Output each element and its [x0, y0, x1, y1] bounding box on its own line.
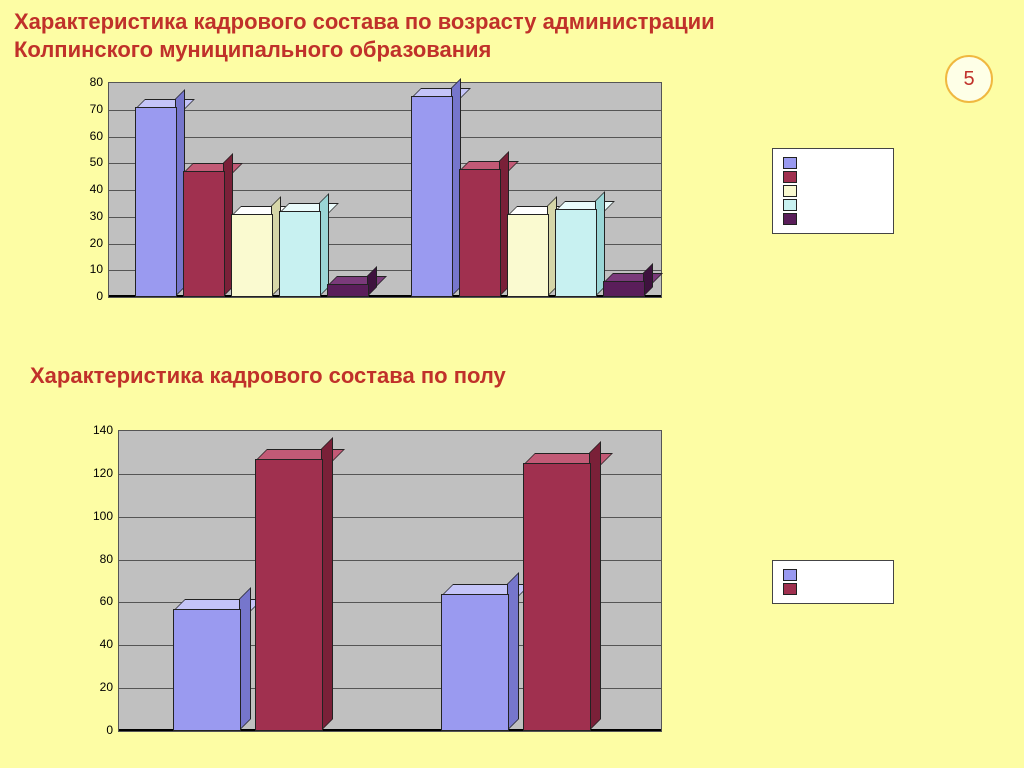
chart1-bar [555, 209, 597, 297]
chart1-legend-item [783, 171, 883, 183]
slide-number-badge: 5 [945, 55, 993, 103]
chart2-legend-item [783, 569, 883, 581]
chart2-ytick-label: 0 [71, 723, 113, 737]
chart2-title: Характеристика кадрового состава по полу [30, 362, 730, 390]
chart1-legend-swatch [783, 199, 797, 211]
chart2-legend-swatch [783, 569, 797, 581]
chart1-bar [183, 171, 225, 297]
chart1-ytick-label: 30 [67, 209, 103, 223]
chart1-bar [327, 284, 369, 297]
chart1-legend-swatch [783, 157, 797, 169]
chart1-legend-item [783, 213, 883, 225]
slide-number: 5 [963, 68, 974, 91]
chart2-bar [255, 459, 323, 731]
chart2-ytick-label: 20 [71, 680, 113, 694]
chart2-ytick-label: 140 [71, 423, 113, 437]
chart2-ytick-label: 80 [71, 552, 113, 566]
chart2-plot: 020406080100120140 [118, 430, 662, 732]
chart1-bar [459, 169, 501, 297]
chart2-ytick-label: 40 [71, 637, 113, 651]
chart1-legend-swatch [783, 185, 797, 197]
chart1-ytick-label: 40 [67, 182, 103, 196]
chart2-ytick-label: 100 [71, 509, 113, 523]
chart1-ytick-label: 80 [67, 75, 103, 89]
chart1-legend-swatch [783, 213, 797, 225]
chart2-ytick-label: 60 [71, 594, 113, 608]
chart1-gridline [109, 137, 661, 138]
chart2-bar [523, 463, 591, 731]
chart1-legend-item [783, 199, 883, 211]
chart2-legend [772, 560, 894, 604]
chart1-legend-item [783, 185, 883, 197]
chart2-legend-swatch [783, 583, 797, 595]
chart1-ytick-label: 20 [67, 236, 103, 250]
chart1-ytick-label: 50 [67, 155, 103, 169]
chart1-bar [135, 107, 177, 297]
chart1-legend [772, 148, 894, 234]
chart2-ytick-label: 120 [71, 466, 113, 480]
chart1-title: Характеристика кадрового состава по возр… [14, 8, 744, 63]
chart1-ytick-label: 0 [67, 289, 103, 303]
chart1-plot: 01020304050607080 [108, 82, 662, 298]
chart1-ytick-label: 60 [67, 129, 103, 143]
chart1-ytick-label: 70 [67, 102, 103, 116]
chart1-bar [231, 214, 273, 297]
chart1-bar [507, 214, 549, 297]
chart2-legend-item [783, 583, 883, 595]
chart2-bar [173, 609, 241, 731]
chart1-legend-item [783, 157, 883, 169]
chart1-ytick-label: 10 [67, 262, 103, 276]
chart1-legend-swatch [783, 171, 797, 183]
chart1-gridline [109, 110, 661, 111]
chart1-bar [603, 281, 645, 297]
chart1-bar [411, 96, 453, 297]
chart1-bar [279, 211, 321, 297]
chart2-bar [441, 594, 509, 731]
